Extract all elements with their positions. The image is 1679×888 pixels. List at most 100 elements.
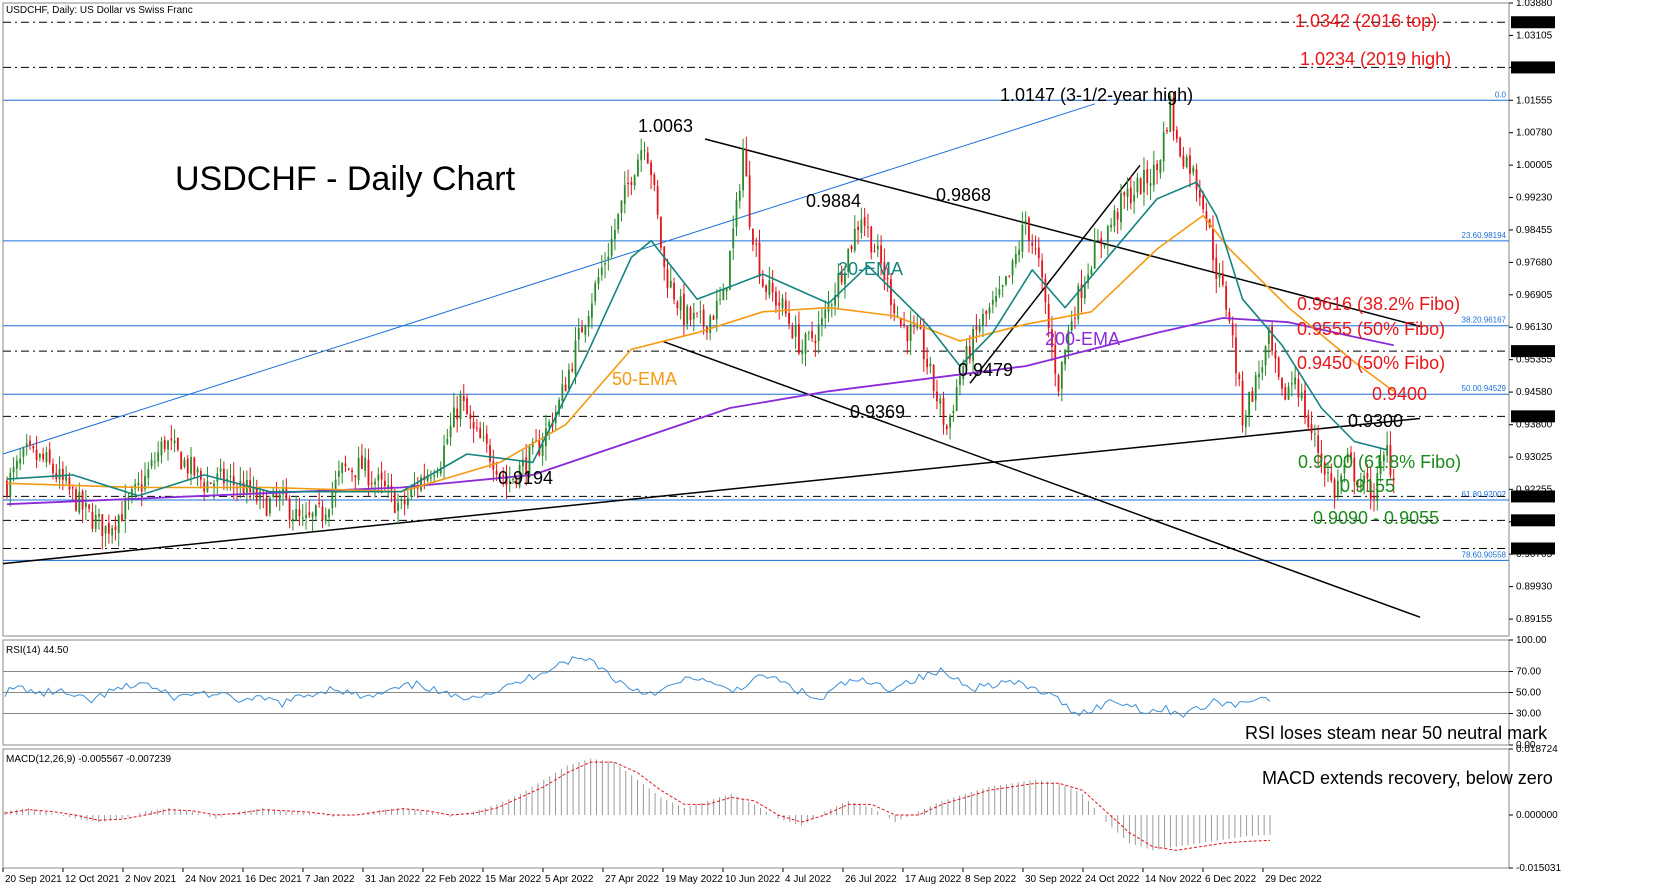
bear-candle [857,226,859,230]
bear-candle [466,398,468,415]
bull-candle [499,475,501,477]
bull-candle [1001,285,1004,288]
time-axis-label: 10 Jun 2022 [725,874,780,885]
time-axis-label: 15 Mar 2022 [485,874,542,885]
trend-line [704,138,1421,328]
ema-layer [6,181,1395,506]
bear-candle [1323,462,1326,475]
price-level-box-label: 0.94000 [1514,412,1551,423]
bull-candle [38,453,41,458]
bull-candle [692,312,695,320]
bear-candle [564,384,567,392]
bear-candle [1350,452,1352,460]
bull-candle [1136,177,1139,193]
bear-candle [367,459,370,486]
ema20-line [6,181,1388,497]
time-axis-label: 24 Nov 2021 [185,874,242,885]
bull-candle [817,324,820,342]
bull-candle [1149,183,1152,186]
bull-candle [1218,272,1221,278]
bear-candle [1198,190,1201,198]
ema200-line [6,317,1394,506]
bull-candle [998,289,1001,295]
bear-candle [176,437,179,450]
time-axis-label: 27 Apr 2022 [605,874,659,885]
price-axis-label: 1.01555 [1516,95,1553,106]
bull-candle [144,475,146,490]
bull-candle [837,272,840,298]
bull-candle [173,440,176,444]
bear-candle [985,311,988,315]
price-annotation: 1.0063 [638,116,693,136]
bull-candle [955,387,958,412]
bull-candle [84,502,87,508]
bear-candle [942,397,945,425]
bull-candle [272,490,275,497]
bear-candle [771,283,774,293]
bear-candle [209,482,212,485]
bear-candle [170,438,173,441]
bull-candle [278,494,281,501]
price-axis-label: 0.89155 [1516,614,1553,625]
bull-candle [1067,330,1070,353]
bear-candle [344,463,347,467]
bear-candle [1166,130,1168,132]
bear-candle [403,499,406,505]
time-axis-label: 5 Apr 2022 [545,874,594,885]
bull-candle [794,324,797,337]
bull-candle [965,345,968,367]
bull-candle [860,219,863,233]
bull-candle [1090,269,1093,274]
bull-candle [988,307,991,314]
price-annotation: 1.0147 (3-1/2-year high) [1000,85,1193,105]
bull-candle [314,505,317,517]
bear-candle [68,477,71,490]
bull-candle [607,256,610,261]
bull-candle [959,376,961,385]
bear-candle [107,522,110,534]
price-axis-label: 0.94580 [1516,387,1553,398]
big-title: USDCHF - Daily Chart [175,160,516,198]
bear-candle [758,242,761,278]
bear-candle [1057,375,1060,392]
bear-candle [1028,217,1030,241]
bear-candle [354,475,357,478]
time-axis-label: 2 Nov 2021 [125,874,177,885]
bear-candle [91,511,94,529]
bear-candle [646,152,649,164]
bear-candle [1116,212,1119,220]
bull-candle [45,452,48,463]
bull-candle [1133,194,1136,202]
bear-candle [975,326,978,330]
bear-candle [1238,374,1241,380]
bear-candle [370,483,373,485]
bull-candle [633,175,636,186]
bull-candle [1254,375,1257,401]
bull-candle [1258,373,1260,378]
bear-candle [61,468,64,480]
bear-candle [1353,457,1356,482]
price-axis-label: 1.03105 [1516,30,1553,41]
bull-candle [1185,156,1188,168]
bear-candle [308,512,311,516]
bull-candle [939,398,942,404]
bear-candle [798,324,800,354]
price-axis-label: 0.97680 [1516,257,1553,268]
bull-candle [742,148,744,191]
bear-candle [1156,163,1159,171]
trendline-layer [2,103,1421,618]
rsi-layer: 100.00 70.00 50.00 30.00 0.00 [3,635,1547,751]
bull-candle [1248,391,1251,416]
bull-candle [584,325,587,336]
bear-candle [472,421,475,429]
bear-candle [945,425,948,430]
bull-candle [512,478,514,480]
bull-candle [305,514,307,518]
time-axis-label: 31 Jan 2022 [365,874,420,885]
bear-candle [1212,228,1214,261]
price-level-box-label: 1.03420 [1514,18,1551,29]
bear-candle [1330,473,1333,481]
price-annotation: 0.9400 [1372,384,1427,404]
bull-candle [1143,170,1145,193]
time-axis-label: 4 Jul 2022 [785,874,832,885]
